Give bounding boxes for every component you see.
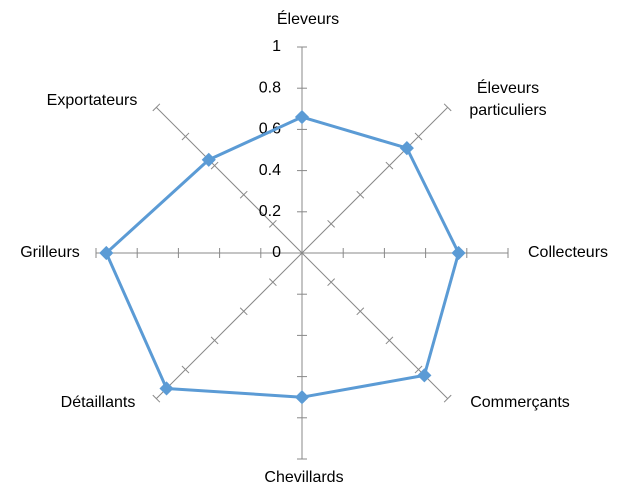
- r-tick-label: 0: [272, 244, 281, 261]
- tick-mark: [385, 161, 394, 170]
- tick-mark: [327, 219, 336, 228]
- category-label: Éleveurs: [276, 11, 340, 28]
- r-tick-label: 0.4: [259, 162, 281, 179]
- category-label: Chevillards: [264, 469, 344, 486]
- marker: [294, 390, 310, 405]
- marker: [417, 368, 432, 383]
- spoke: [301, 106, 449, 254]
- tick-mark: [414, 365, 423, 374]
- marker: [159, 381, 174, 396]
- category-label: Grilleurs: [20, 244, 80, 261]
- tick-mark: [210, 336, 219, 345]
- r-tick-label: 0.2: [259, 203, 281, 220]
- tick-mark: [327, 278, 336, 287]
- r-tick-label: 1: [272, 38, 281, 55]
- tick-mark: [268, 219, 277, 228]
- tick-mark: [443, 394, 452, 403]
- tick-mark: [181, 365, 190, 374]
- tick-mark: [152, 103, 161, 112]
- spoke: [155, 106, 303, 254]
- marker: [399, 141, 414, 156]
- marker: [201, 152, 216, 167]
- spoke: [155, 252, 303, 400]
- tick-mark: [181, 132, 190, 141]
- category-label: Détaillants: [60, 394, 136, 411]
- tick-mark: [268, 278, 277, 287]
- category-label: Éleveurs particuliers: [469, 80, 547, 119]
- tick-mark: [239, 190, 248, 199]
- tick-mark: [385, 336, 394, 345]
- r-tick-label: 0.8: [259, 79, 281, 96]
- category-label: Exportateurs: [46, 92, 138, 109]
- tick-mark: [414, 132, 423, 141]
- tick-mark: [356, 190, 365, 199]
- category-label: Commerçants: [470, 394, 570, 411]
- tick-mark: [210, 161, 219, 170]
- tick-mark: [443, 103, 452, 112]
- tick-mark: [152, 394, 161, 403]
- marker: [294, 109, 310, 125]
- tick-mark: [239, 307, 248, 316]
- marker: [451, 245, 466, 261]
- category-label: Collecteurs: [527, 244, 609, 261]
- series-line: [104, 115, 461, 399]
- tick-mark: [356, 307, 365, 316]
